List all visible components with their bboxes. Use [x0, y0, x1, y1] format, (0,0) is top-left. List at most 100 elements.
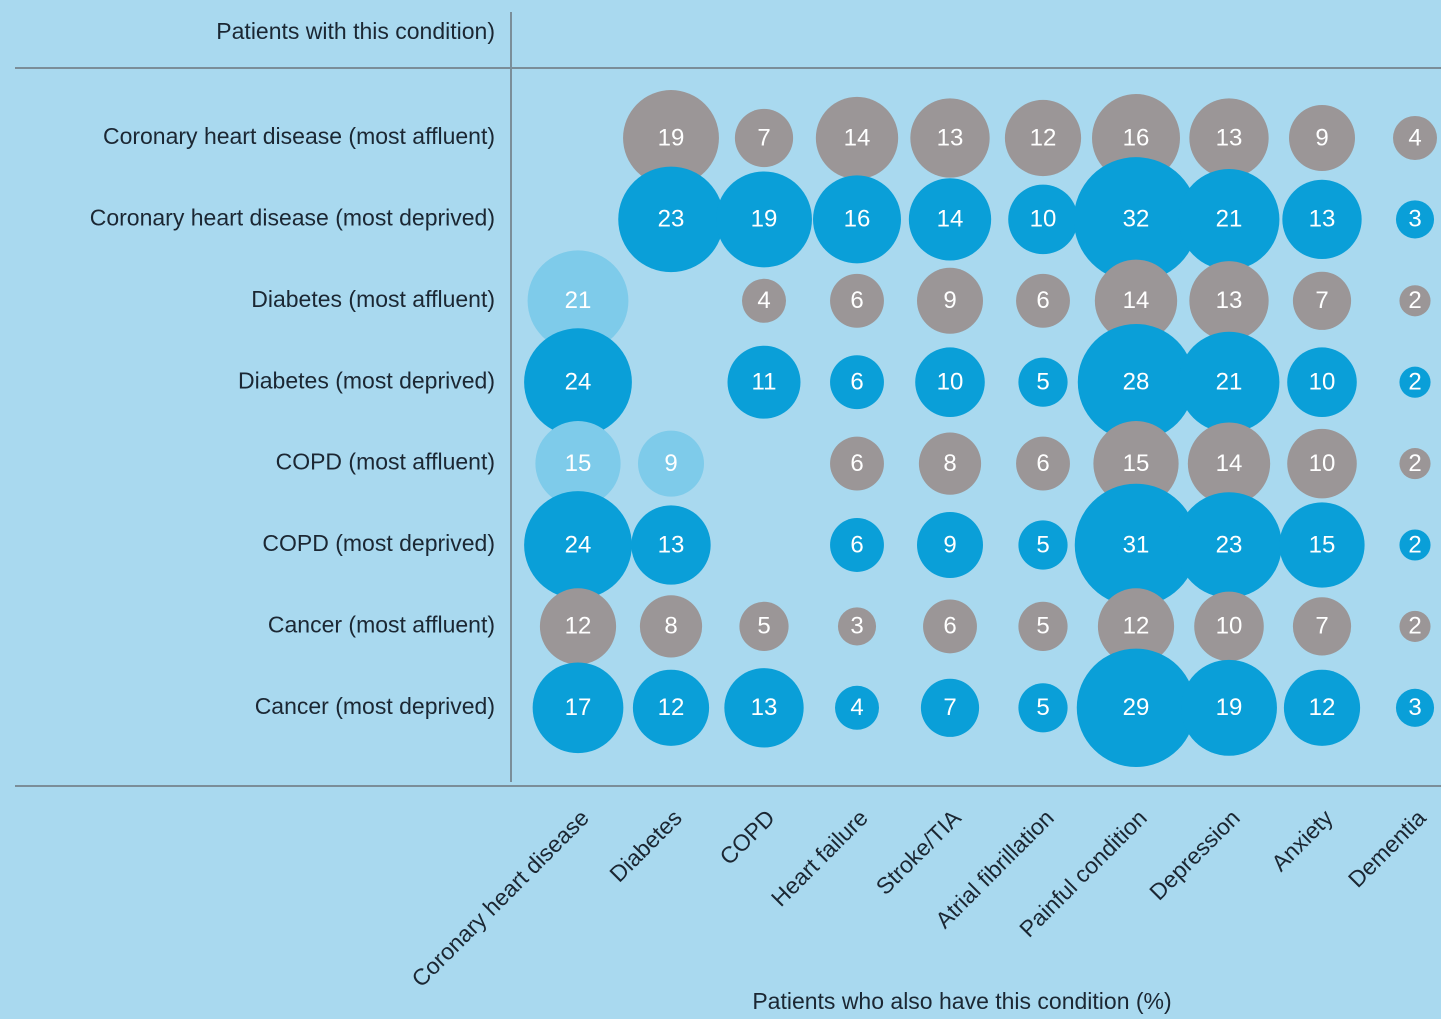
bubble	[917, 512, 983, 578]
bubble	[1194, 591, 1264, 662]
bubble	[1077, 323, 1195, 441]
bubble	[1292, 271, 1352, 330]
bubble	[908, 178, 992, 261]
bubble	[813, 175, 901, 264]
bubble	[535, 420, 621, 507]
bubble	[835, 685, 879, 730]
bubble	[1393, 116, 1437, 160]
bubble	[724, 668, 804, 748]
bubble	[1279, 502, 1365, 588]
bubble	[1018, 601, 1068, 651]
data-label: 6	[850, 531, 863, 558]
data-label: 12	[1030, 124, 1057, 151]
bubble	[830, 518, 884, 572]
bubble	[1292, 597, 1352, 656]
data-label: 15	[1123, 450, 1150, 477]
bubble	[915, 347, 985, 417]
bubble	[1004, 99, 1082, 177]
bubble	[1399, 285, 1431, 317]
data-label: 19	[1216, 694, 1243, 721]
bubble	[1189, 98, 1269, 178]
data-label: 9	[664, 450, 677, 477]
bubble	[1282, 179, 1362, 260]
bubble	[837, 607, 877, 646]
data-label: 9	[943, 287, 956, 314]
data-label: 13	[1309, 206, 1336, 233]
data-label: 7	[1315, 287, 1328, 314]
data-label: 7	[757, 124, 770, 151]
data-label: 5	[757, 613, 770, 640]
data-label: 23	[658, 206, 685, 233]
data-label: 10	[1216, 613, 1243, 640]
row-label: Cancer (most affluent)	[268, 611, 495, 637]
row-header: Patients with this condition)	[216, 18, 495, 44]
data-label: 3	[850, 613, 863, 640]
data-label: 14	[1123, 287, 1150, 314]
data-label: 6	[850, 450, 863, 477]
bubble	[532, 662, 624, 754]
bubble	[618, 166, 724, 273]
bubble	[1018, 357, 1068, 407]
bubble	[716, 171, 812, 268]
data-label: 12	[1309, 694, 1336, 721]
data-label: 14	[1216, 450, 1243, 477]
bubble	[1187, 422, 1271, 505]
bubble	[639, 595, 703, 658]
data-label: 13	[751, 694, 778, 721]
data-label: 21	[565, 287, 592, 314]
data-label: 8	[943, 450, 956, 477]
data-label: 2	[1408, 369, 1421, 396]
row-label: Coronary heart disease (most affluent)	[103, 123, 495, 149]
data-label: 19	[751, 206, 778, 233]
bubble	[830, 355, 884, 410]
bubble	[1283, 669, 1361, 746]
data-label: 13	[1216, 287, 1243, 314]
bubble	[1289, 105, 1355, 171]
data-label: 29	[1123, 694, 1150, 721]
data-label: 10	[1030, 206, 1057, 233]
bubble	[742, 278, 786, 323]
row-label: Cancer (most deprived)	[255, 693, 495, 719]
bubble	[1018, 520, 1068, 570]
bubble	[920, 678, 980, 737]
data-label: 9	[943, 531, 956, 558]
bubble	[1395, 688, 1435, 727]
bubble	[524, 328, 632, 437]
bubble	[631, 505, 711, 585]
data-label: 5	[1036, 613, 1049, 640]
bubble	[1016, 273, 1070, 328]
bubble	[1176, 492, 1282, 598]
data-label: 8	[664, 613, 677, 640]
bubble	[1008, 184, 1078, 255]
bubble	[1395, 200, 1435, 239]
bubble	[739, 601, 789, 651]
bubble	[1178, 331, 1280, 433]
bubble	[923, 599, 977, 654]
row-label: Diabetes (most affluent)	[251, 286, 495, 312]
bubble	[632, 669, 710, 746]
data-label: 6	[850, 369, 863, 396]
bubble	[917, 267, 983, 334]
bubble	[918, 432, 982, 495]
data-label: 21	[1216, 369, 1243, 396]
data-label: 23	[1216, 531, 1243, 558]
data-label: 12	[565, 613, 592, 640]
bubble	[1287, 428, 1357, 499]
bubble	[1093, 420, 1179, 507]
data-label: 11	[752, 369, 777, 396]
bubble	[1181, 659, 1277, 756]
data-label: 16	[1123, 124, 1150, 151]
bubble	[1399, 610, 1431, 642]
data-label: 21	[1216, 206, 1243, 233]
data-label: 13	[937, 124, 964, 151]
bubble	[830, 273, 884, 328]
data-label: 9	[1315, 124, 1328, 151]
bubble	[1074, 483, 1198, 607]
bubble	[734, 108, 794, 168]
data-label: 32	[1123, 206, 1150, 233]
data-label: 10	[937, 369, 964, 396]
x-axis-label: Patients who also have this condition (%…	[752, 988, 1171, 1014]
bubble	[830, 436, 884, 491]
bubble	[1094, 259, 1178, 342]
